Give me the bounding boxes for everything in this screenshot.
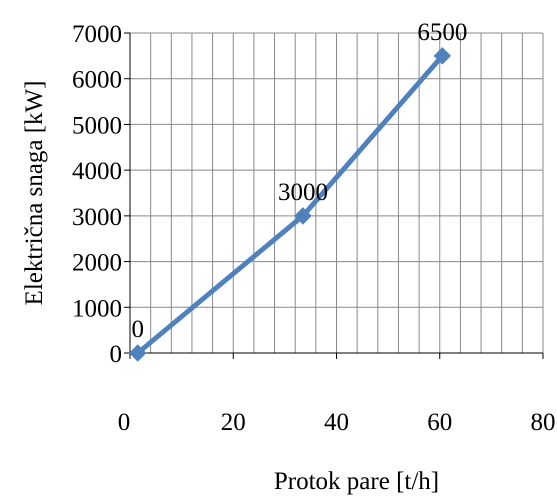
axes: 0 1000 2000 3000 4000 5000 6000 7000 0 20 40 60 80 (72, 21, 556, 436)
data-label: 3000 (278, 179, 328, 206)
series-layer (129, 47, 452, 362)
labels: 0 3000 6500 (131, 19, 467, 343)
x-tick-label: 40 (324, 409, 349, 436)
x-tick-label: 60 (427, 409, 452, 436)
y-tick-label: 1000 (72, 295, 122, 322)
y-axis-title: Električna snaga [kW] (21, 81, 48, 306)
y-tick-label: 0 (110, 341, 123, 368)
data-point-marker (433, 47, 452, 65)
y-tick-label: 5000 (72, 112, 122, 139)
data-point-marker (294, 207, 312, 225)
data-point-marker (129, 344, 147, 362)
x-axis-title: Protok pare [t/h] (274, 468, 439, 495)
y-tick-label: 3000 (72, 204, 122, 231)
y-tick-label: 7000 (72, 21, 122, 48)
x-tick-label: 20 (221, 409, 246, 436)
data-label: 6500 (417, 19, 467, 46)
y-tick-label: 2000 (72, 250, 122, 277)
x-tick-label: 0 (118, 409, 131, 436)
grid (130, 32, 544, 353)
y-tick-label: 4000 (72, 158, 122, 185)
x-tick-label: 80 (531, 409, 556, 436)
data-label: 0 (131, 316, 144, 343)
y-tick-label: 6000 (72, 67, 122, 94)
